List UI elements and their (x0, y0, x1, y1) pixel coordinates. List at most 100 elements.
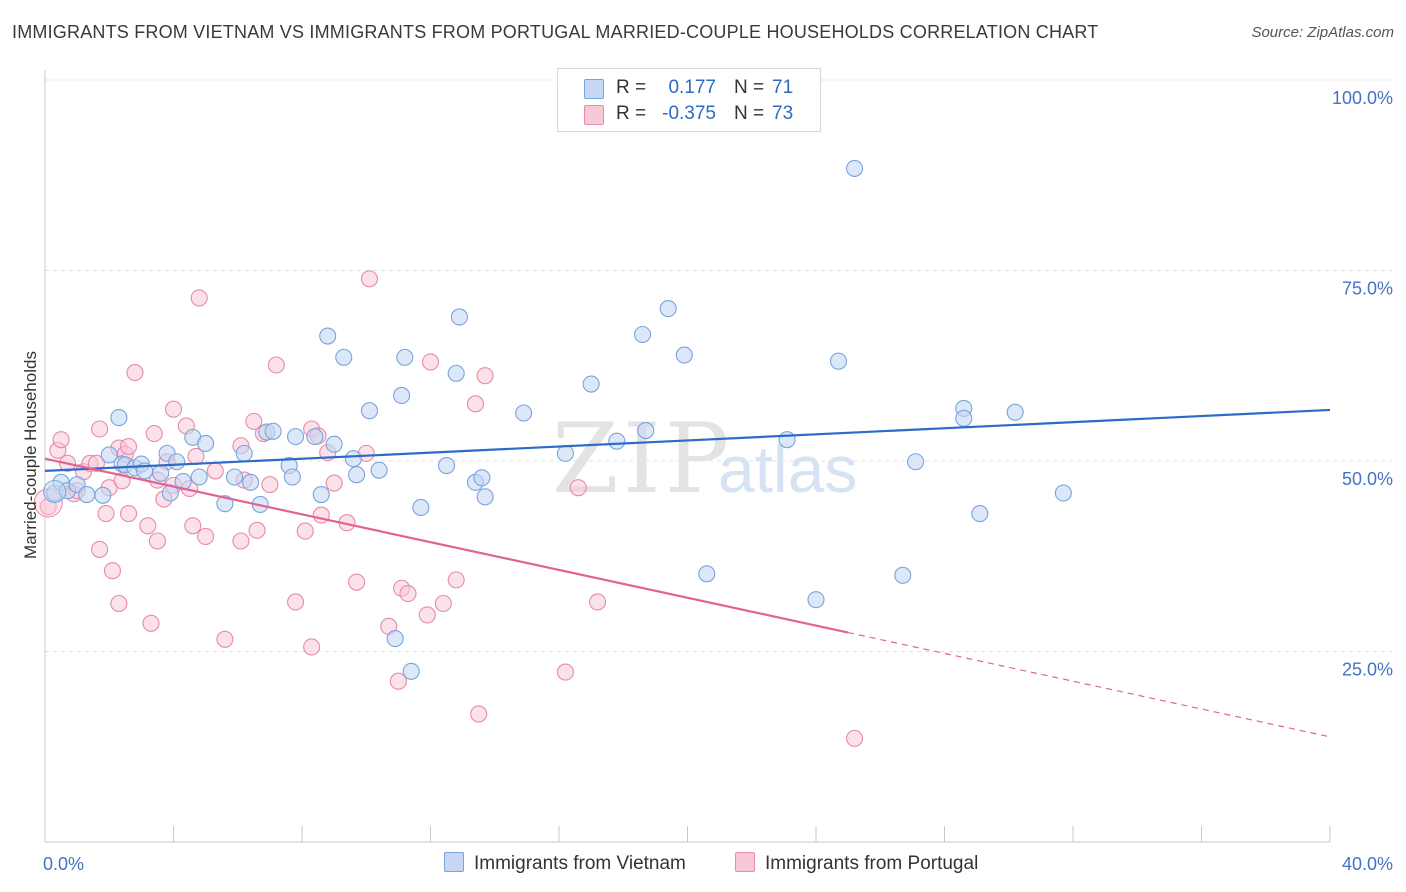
vietnam-point (637, 421, 655, 440)
portugal-point (126, 364, 144, 382)
vietnam-point (335, 348, 353, 366)
vietnam-point (907, 453, 925, 471)
portugal-points (33, 270, 864, 747)
vietnam-point (476, 488, 494, 506)
vietnam-point (348, 466, 366, 484)
vietnam-point (197, 434, 215, 453)
portugal-point (184, 517, 202, 535)
y-tick-label: 75.0% (1342, 279, 1393, 299)
vietnam-point (264, 422, 282, 440)
vietnam-point (829, 352, 848, 370)
vietnam-point (287, 428, 305, 446)
vietnam-point (412, 498, 430, 517)
portugal-point (434, 594, 452, 613)
portugal-point (142, 614, 160, 632)
vietnam-point (78, 485, 96, 504)
portugal-legend-label: Immigrants from Portugal (765, 853, 979, 874)
vietnam-point (370, 461, 388, 479)
vietnam-point (43, 479, 67, 503)
portugal-point (845, 729, 864, 747)
vietnam-point (312, 485, 330, 504)
portugal-point (287, 593, 305, 611)
portugal-point (466, 395, 485, 413)
vietnam-point (675, 346, 693, 364)
legend-item-portugal: Immigrants from Portugal (735, 852, 978, 875)
y-axis-title: Married-couple Households (21, 351, 40, 559)
portugal-point (245, 412, 263, 430)
portugal-point (190, 289, 208, 307)
portugal-point (418, 606, 436, 624)
y-tick-label: 100.0% (1332, 88, 1393, 108)
portugal-point (216, 630, 234, 648)
portugal-swatch (584, 105, 604, 125)
portugal-point (569, 479, 587, 497)
vietnam-point (216, 495, 234, 513)
portugal-point (148, 532, 166, 550)
vietnam-point (894, 566, 912, 584)
portugal-point (556, 663, 574, 681)
vietnam-point (325, 435, 343, 453)
portugal-point (248, 521, 266, 539)
portugal-point (267, 356, 285, 374)
vietnam-point (971, 505, 989, 523)
legend-n-value: 71 (772, 77, 794, 98)
portugal-point (206, 462, 224, 480)
vietnam-point (955, 409, 973, 427)
vietnam-point (556, 444, 574, 462)
vietnam-legend-label: Immigrants from Vietnam (474, 853, 686, 874)
legend-row-portugal: R = -0.375 N = 73 (558, 102, 820, 128)
vietnam-point (235, 444, 253, 462)
legend-item-vietnam: Immigrants from Vietnam (444, 852, 686, 875)
vietnam-point (698, 565, 716, 583)
portugal-point (447, 571, 465, 589)
portugal-point (360, 270, 379, 288)
portugal-trend-line-extension (847, 631, 1331, 738)
vietnam-point (582, 375, 600, 393)
vietnam-trend-line (44, 408, 1331, 473)
legend-row-vietnam: R = 0.177 N = 71 (558, 76, 820, 102)
vietnam-point (402, 662, 420, 680)
legend-r-value: 0.177 (668, 77, 716, 98)
portugal-legend-swatch (735, 852, 755, 872)
portugal-point (91, 420, 109, 438)
vietnam-point (807, 591, 825, 609)
vietnam-point (386, 629, 404, 648)
trend-lines (44, 408, 1331, 738)
portugal-point (399, 585, 417, 603)
vietnam-point (845, 159, 864, 177)
legend-r-label: R = (616, 77, 647, 98)
vietnam-point (344, 450, 362, 468)
vietnam-point (393, 386, 411, 405)
vietnam-point (659, 300, 677, 318)
chart-title: IMMIGRANTS FROM VIETNAM VS IMMIGRANTS FR… (12, 22, 1099, 42)
portugal-point (296, 522, 314, 540)
tick-labels: 25.0% 50.0% 75.0% 100.0% 0.0% 40.0% (43, 88, 1393, 874)
legend-n-label: N = (734, 77, 765, 98)
portugal-point (145, 425, 163, 443)
watermark: ZIP atlas (552, 403, 857, 515)
source-label: Source: ZipAtlas.com (1251, 24, 1394, 41)
portugal-point (348, 573, 366, 591)
portugal-point (119, 437, 138, 456)
portugal-point (91, 540, 109, 558)
vietnam-point (283, 468, 301, 486)
y-tick-label: 50.0% (1342, 469, 1393, 489)
portugal-point (197, 527, 215, 545)
portugal-trend-line (44, 457, 849, 634)
x-tick-label: 0.0% (43, 854, 84, 874)
vietnam-point (1054, 484, 1072, 502)
y-tick-label: 25.0% (1342, 660, 1393, 680)
portugal-point (139, 517, 157, 535)
vietnam-point (306, 428, 324, 446)
portugal-point (588, 593, 607, 611)
vietnam-point (515, 404, 533, 422)
vietnam-point (1006, 403, 1024, 421)
portugal-point (476, 367, 494, 385)
vietnam-swatch (584, 79, 604, 99)
vietnam-point (100, 446, 118, 464)
vietnam-point (94, 486, 112, 504)
portugal-point (421, 353, 440, 371)
portugal-point (470, 705, 488, 723)
gridlines (45, 79, 1392, 652)
